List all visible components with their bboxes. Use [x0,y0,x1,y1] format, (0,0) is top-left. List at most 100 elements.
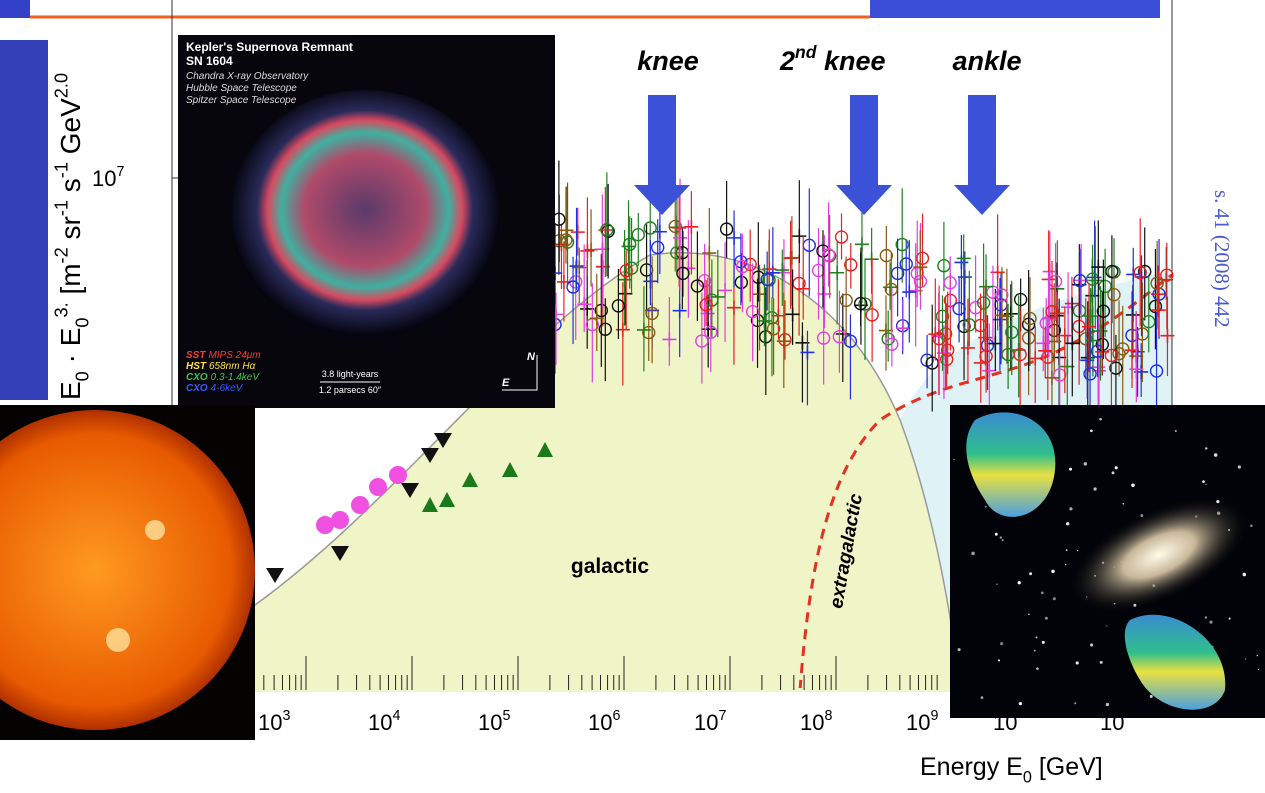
marker [369,478,387,496]
marker [1047,334,1062,349]
marker [1105,264,1119,279]
extragalactic-curve [798,273,1173,691]
marker [1160,268,1174,282]
marker [676,266,690,281]
citation: s. 41 (2008) 442 [1210,190,1234,328]
marker [1042,264,1057,279]
marker [672,220,687,235]
sup: 6 [612,708,620,724]
marker [778,333,792,347]
marker [266,568,284,583]
star [1036,667,1039,670]
x-tick-label: 104 [368,708,400,735]
marker [618,286,633,301]
sub: 0 [72,318,92,328]
galactic-label: galactic [571,555,650,578]
marker [823,249,837,263]
marker [636,322,651,337]
marker [569,259,584,274]
second-knee-arrow [836,95,892,215]
marker [844,258,858,272]
sun-disk [0,410,255,730]
marker [978,330,993,345]
radio-lobe [966,412,1056,517]
star [1090,429,1093,433]
marker [865,308,879,322]
star [994,532,998,536]
side-image [0,40,48,400]
marker [695,334,709,348]
marker [1149,364,1164,378]
marker [796,281,811,296]
star [1001,539,1004,542]
compass-n: N [527,351,536,363]
marker [580,243,595,258]
text-run: 10 [92,166,116,191]
compass [502,355,538,391]
marker [1036,336,1051,351]
sup: -1 [51,200,71,216]
marker [351,496,369,514]
star [1069,507,1073,511]
star [1074,702,1077,705]
marker [1150,276,1164,290]
marker [702,246,717,261]
marker [1080,353,1095,368]
band: 4-6keV [211,383,244,394]
star [1041,640,1045,644]
marker [1096,304,1111,318]
sub: 0 [72,371,92,381]
marker [1013,292,1028,307]
marker [979,279,994,294]
text-run: 10 [694,710,718,735]
marker [765,311,779,325]
marker [854,237,869,252]
marker [434,433,452,448]
marker [1045,305,1059,319]
marker [1107,288,1121,302]
sup: -1 [51,162,71,178]
text-run: 10 [906,710,930,735]
star [1149,694,1153,698]
marker [957,319,971,334]
star [999,536,1003,539]
sup: 5 [502,708,510,724]
marker [645,306,659,321]
sun-flare [106,628,130,652]
marker [766,322,781,336]
star [1033,649,1036,652]
marker [1005,325,1019,340]
marker [988,336,1003,351]
marker [439,492,455,507]
x-tick-label: 105 [478,708,510,735]
text-run: [m [55,263,86,302]
marker [776,334,791,349]
x-tick-label: 107 [694,708,726,735]
star [971,551,975,556]
scale-light-years: 3.8 light-years [322,369,379,379]
marker [1041,311,1056,326]
marker [1125,307,1140,322]
marker [1109,361,1123,375]
marker [830,265,845,280]
marker [718,283,733,298]
marker [853,296,868,311]
marker [1053,368,1067,382]
marker [858,297,872,311]
marker [935,309,950,324]
marker [619,264,633,278]
marker [1129,362,1144,377]
marker [699,298,713,312]
marker [879,248,894,263]
header-bar [870,0,1160,18]
marker [331,546,349,561]
star [1131,483,1135,488]
marker [980,338,995,353]
marker [710,289,725,304]
marker [1112,347,1126,361]
x-minor-ticks [263,656,938,690]
scale-parsecs: 1.2 parsecs 60″ [319,385,382,395]
text-run: 10 [478,710,502,735]
marker [537,442,553,457]
marker [1091,260,1106,275]
